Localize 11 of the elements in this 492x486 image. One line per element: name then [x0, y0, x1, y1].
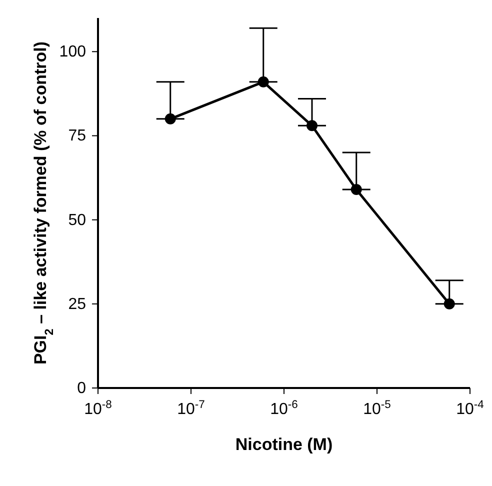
x-tick-label: 10$^{-6}$: [270, 399, 298, 418]
y-tick-label: 100: [59, 44, 86, 61]
y-tick-label: 75: [68, 128, 86, 145]
y-tick-label: 0: [77, 380, 86, 397]
x-tick-label: 10$^{-8}$: [84, 399, 112, 418]
x-tick-label: 10$^{-4}$: [456, 399, 484, 418]
x-tick-label: 10$^{-5}$: [363, 399, 391, 418]
y-tick-label: 25: [68, 296, 86, 313]
x-tick-label: 10$^{-7}$: [177, 399, 205, 418]
x-axis-title: Nicotine (M): [235, 435, 333, 454]
y-tick-label: 50: [68, 212, 86, 229]
